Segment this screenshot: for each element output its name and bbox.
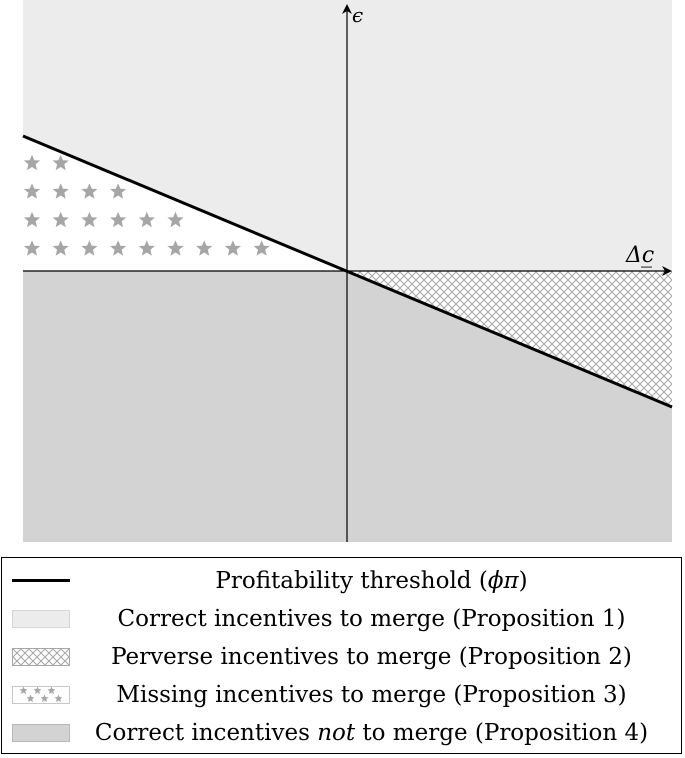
legend-item-missing: Missing incentives to merge (Proposition… (2, 678, 681, 712)
legend-label-perverse: Perverse incentives to merge (Propositio… (111, 644, 632, 670)
legend-label-correct-merge: Correct incentives to merge (Proposition… (117, 606, 626, 632)
incentive-regions-diagram: ϵ Δc̲ (22, 0, 673, 542)
legend-item-not-merge: Correct incentives not to merge (Proposi… (2, 716, 681, 750)
legend-label-threshold: Profitability threshold (ϕπ) (215, 568, 528, 594)
legend-item-correct-merge: Correct incentives to merge (Proposition… (2, 602, 681, 636)
not-merge-swatch (12, 724, 70, 742)
legend-label-not-merge: Correct incentives not to merge (Proposi… (94, 720, 649, 746)
legend-item-perverse: Perverse incentives to merge (Propositio… (2, 640, 681, 674)
missing-swatch (12, 686, 70, 704)
profitability-threshold-line (22, 134, 673, 409)
perverse-swatch (12, 648, 70, 666)
y-axis-label: ϵ (352, 3, 363, 27)
legend-item-threshold: Profitability threshold (ϕπ) (2, 564, 681, 598)
x-axis-arrowhead (662, 266, 672, 276)
legend-label-missing: Missing incentives to merge (Proposition… (116, 682, 627, 708)
y-axis-arrowhead (342, 4, 352, 14)
correct-merge-swatch (12, 610, 70, 628)
x-axis-label: Δc̲ (625, 243, 654, 268)
legend: Profitability threshold (ϕπ) Correct inc… (1, 557, 682, 754)
threshold-line-swatch (12, 579, 70, 582)
